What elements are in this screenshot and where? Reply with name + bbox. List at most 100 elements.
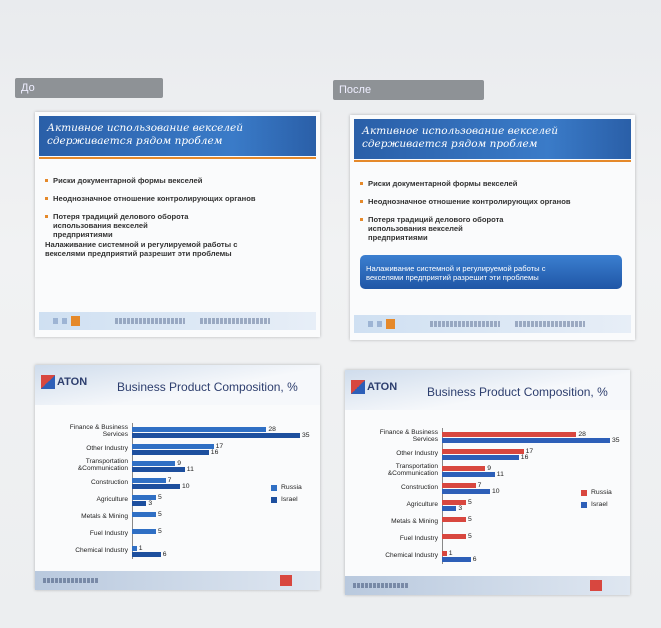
category-label: Construction: [90, 479, 128, 486]
bar: [442, 557, 471, 562]
value-label: 5: [158, 494, 162, 501]
logo-mark: [351, 380, 365, 394]
title-rule: [354, 160, 631, 162]
page-box: [377, 321, 382, 327]
bar: [132, 427, 267, 432]
bullet: Неоднозначное отношение контролирующих о…: [53, 194, 256, 203]
bar: [132, 501, 147, 506]
logo: ATON: [57, 376, 88, 388]
bullet-dot: [360, 218, 363, 221]
chart-slide-before: ATON Business Product Composition, % Finan…: [35, 365, 320, 590]
bar: [442, 500, 466, 505]
page-box-current: [280, 575, 292, 586]
value-label: 9: [177, 460, 181, 467]
value-label: 17: [525, 448, 534, 455]
slide-title: Активное использование векселей сдержива…: [39, 116, 316, 156]
category-label: Construction: [400, 484, 438, 491]
bar: [132, 546, 137, 551]
value-label: 9: [487, 465, 491, 472]
bar: [442, 489, 490, 494]
legend-label: Russia: [281, 484, 302, 491]
bar: [132, 529, 156, 534]
chart-title: Business Product Composition, %: [427, 385, 608, 399]
value-label: 7: [477, 482, 482, 489]
legend-swatch: [581, 502, 587, 508]
bullet: Риски документарной формы векселей: [53, 176, 203, 185]
before-label: До: [15, 78, 163, 98]
category-label: Agriculture: [406, 501, 438, 508]
bar: [442, 466, 486, 471]
footer-text: [430, 321, 500, 327]
value-label: 35: [612, 437, 620, 444]
bullet: Потеря традиций делового оборота использ…: [368, 215, 504, 242]
footer-text: [115, 318, 185, 324]
category-label: Metals & Mining: [391, 518, 438, 525]
title-rule: [39, 157, 316, 159]
conclusion: Налаживание системной и регулируемой раб…: [366, 264, 546, 282]
after-label: После: [333, 80, 484, 100]
bar: [442, 517, 466, 522]
value-label: 5: [468, 499, 472, 506]
logo-mark: [41, 375, 55, 389]
conclusion-box: [360, 255, 622, 289]
bar: [442, 534, 466, 539]
category-label: Transportation &Communication: [77, 458, 128, 472]
value-label: 11: [496, 471, 504, 478]
conclusion: Налаживание системной и регулируемой раб…: [45, 240, 238, 258]
bar: [132, 512, 156, 517]
bullet: Потеря традиций делового оборота использ…: [53, 212, 189, 239]
page-box: [368, 321, 373, 327]
chart-slide-after: ATON Business Product Composition, % Finan…: [345, 370, 630, 595]
category-label: Finance & Business Services: [69, 424, 128, 438]
value-label: 6: [162, 551, 167, 558]
axis: [442, 428, 443, 564]
bullet: Неоднозначное отношение контролирующих о…: [368, 197, 571, 206]
category-label: Fuel Industry: [399, 535, 438, 542]
bullet-dot: [45, 179, 48, 182]
slide-title: Активное использование векселей сдержива…: [354, 119, 631, 159]
footer-url: [43, 578, 98, 583]
bar: [132, 467, 185, 472]
legend-label: Russia: [591, 489, 612, 496]
value-label: 3: [148, 500, 153, 507]
bullet: Риски документарной формы векселей: [368, 179, 518, 188]
value-label: 28: [268, 426, 276, 433]
bar: [442, 472, 495, 477]
bar: [132, 461, 176, 466]
bar: [442, 432, 577, 437]
category-label: Metals & Mining: [81, 513, 128, 520]
bar: [442, 551, 447, 556]
legend-swatch: [581, 490, 587, 496]
value-label: 17: [215, 443, 224, 450]
footer-text: [515, 321, 585, 327]
bar: [132, 450, 209, 455]
category-label: Transportation &Communication: [387, 463, 438, 477]
legend-swatch: [271, 497, 277, 503]
bar: [442, 483, 476, 488]
value-label: 6: [472, 556, 477, 563]
value-label: 5: [468, 533, 472, 540]
bullet-dot: [360, 200, 363, 203]
page-box-current: [590, 580, 602, 591]
value-label: 11: [186, 466, 194, 473]
bar: [132, 444, 214, 449]
header-swoosh: [35, 365, 320, 405]
category-label: Finance & Business Services: [379, 429, 438, 443]
category-label: Other Industry: [86, 445, 128, 452]
page-box-current: [386, 319, 395, 329]
text-slide-before: Активное использование векселей сдержива…: [35, 112, 320, 337]
footer-text: [200, 318, 270, 324]
value-label: 7: [167, 477, 172, 484]
footer: [35, 571, 320, 590]
value-label: 16: [210, 449, 219, 456]
header-swoosh: [345, 370, 630, 410]
axis: [132, 423, 133, 559]
legend-label: Israel: [281, 496, 298, 503]
value-label: 28: [578, 431, 586, 438]
category-label: Fuel Industry: [89, 530, 128, 537]
category-label: Other Industry: [396, 450, 438, 457]
legend-label: Israel: [591, 501, 608, 508]
value-label: 5: [158, 528, 162, 535]
bar: [442, 506, 457, 511]
